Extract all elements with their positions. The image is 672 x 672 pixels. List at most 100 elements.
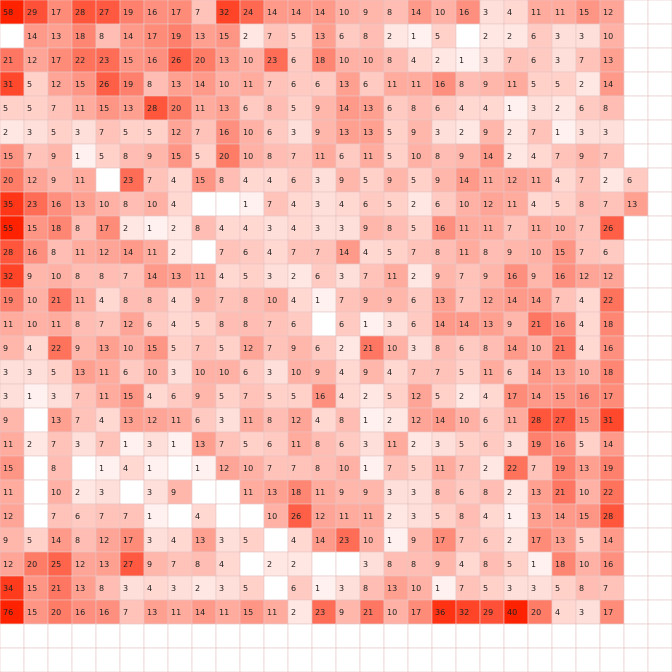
heatmap-cell xyxy=(335,431,361,457)
cell-value-label: 7 xyxy=(171,560,176,569)
cell-value-label: 7 xyxy=(555,296,560,305)
cell-value-label: 2 xyxy=(339,344,344,353)
cell-value-label: 3 xyxy=(147,440,152,449)
heatmap-cell xyxy=(167,191,193,217)
cell-value-label: 9 xyxy=(531,272,536,281)
heatmap-cell xyxy=(47,623,73,649)
cell-value-label: 6 xyxy=(339,440,344,449)
cell-value-label: 7 xyxy=(123,272,128,281)
cell-value-label: 8 xyxy=(219,320,224,329)
heatmap-cell xyxy=(191,431,217,457)
cell-value-label: 6 xyxy=(267,440,272,449)
heatmap-cell xyxy=(143,335,169,361)
heatmap-cell xyxy=(647,335,672,361)
cell-value-label: 15 xyxy=(123,56,133,65)
cell-value-label: 6 xyxy=(363,80,368,89)
heatmap-cell xyxy=(47,455,73,481)
heatmap-cell xyxy=(167,263,193,289)
cell-value-label: 7 xyxy=(195,344,200,353)
cell-value-label: 6 xyxy=(411,320,416,329)
heatmap-cell xyxy=(503,167,529,193)
heatmap-cell xyxy=(311,383,337,409)
cell-value-label: 1 xyxy=(171,440,176,449)
heatmap-cell xyxy=(383,455,409,481)
cell-value-label: 13 xyxy=(75,200,85,209)
cell-value-label: 5 xyxy=(219,392,224,401)
heatmap-cell xyxy=(503,287,529,313)
cell-value-label: 8 xyxy=(75,536,80,545)
heatmap-cell xyxy=(431,287,457,313)
heatmap-cell xyxy=(359,527,385,553)
cell-value-label: 3 xyxy=(315,224,320,233)
heatmap-cell xyxy=(527,23,553,49)
heatmap-cell xyxy=(407,431,433,457)
cell-value-label: 17 xyxy=(411,608,421,617)
heatmap-cell xyxy=(599,551,625,577)
cell-value-label: 10 xyxy=(339,464,349,473)
heatmap-cell xyxy=(623,95,649,121)
heatmap-cell xyxy=(95,215,121,241)
heatmap-cell xyxy=(527,95,553,121)
cell-value-label: 2 xyxy=(459,128,464,137)
cell-value-label: 14 xyxy=(195,608,205,617)
cell-value-label: 13 xyxy=(51,416,61,425)
cell-value-label: 3 xyxy=(291,128,296,137)
cell-value-label: 1 xyxy=(363,320,368,329)
heatmap-cell xyxy=(551,71,577,97)
heatmap-cell xyxy=(383,599,409,625)
cell-value-label: 8 xyxy=(483,488,488,497)
heatmap-cell xyxy=(71,455,97,481)
cell-value-label: 4 xyxy=(195,512,200,521)
cell-value-label: 6 xyxy=(531,32,536,41)
heatmap-cell xyxy=(143,551,169,577)
cell-value-label: 5 xyxy=(267,392,272,401)
cell-value-label: 6 xyxy=(243,248,248,257)
cell-value-label: 14 xyxy=(483,152,493,161)
cell-value-label: 7 xyxy=(291,152,296,161)
heatmap-cell xyxy=(575,0,601,25)
heatmap-cell xyxy=(71,623,97,649)
heatmap-cell xyxy=(575,359,601,385)
cell-value-label: 9 xyxy=(483,272,488,281)
cell-value-label: 7 xyxy=(603,152,608,161)
cell-value-label: 11 xyxy=(315,488,325,497)
cell-value-label: 14 xyxy=(459,176,469,185)
cell-value-label: 10 xyxy=(459,416,469,425)
heatmap-cell xyxy=(239,527,265,553)
heatmap-cell xyxy=(335,143,361,169)
cell-value-label: 17 xyxy=(51,56,61,65)
heatmap-cell xyxy=(527,431,553,457)
heatmap-cell xyxy=(647,527,672,553)
heatmap-cell xyxy=(335,551,361,577)
heatmap-cell xyxy=(383,263,409,289)
heatmap-cell xyxy=(215,167,241,193)
cell-value-label: 3 xyxy=(147,536,152,545)
heatmap-cell xyxy=(479,503,505,529)
cell-value-label: 3 xyxy=(3,368,8,377)
cell-value-label: 6 xyxy=(435,104,440,113)
cell-value-label: 32 xyxy=(3,272,13,281)
heatmap-cell xyxy=(431,479,457,505)
cell-value-label: 5 xyxy=(483,584,488,593)
heatmap-cell xyxy=(23,143,49,169)
cell-value-label: 16 xyxy=(579,392,589,401)
cell-value-label: 9 xyxy=(75,344,80,353)
heatmap-cell xyxy=(191,623,217,649)
cell-value-label: 5 xyxy=(243,584,248,593)
heatmap-cell xyxy=(287,479,313,505)
heatmap-cell xyxy=(359,647,385,672)
cell-value-label: 6 xyxy=(315,344,320,353)
cell-value-label: 16 xyxy=(315,392,325,401)
heatmap-cell xyxy=(431,191,457,217)
cell-value-label: 16 xyxy=(99,608,109,617)
heatmap-cell xyxy=(335,647,361,672)
heatmap-cell xyxy=(503,575,529,601)
cell-value-label: 5 xyxy=(291,392,296,401)
cell-value-label: 9 xyxy=(171,488,176,497)
heatmap-cell xyxy=(647,23,672,49)
cell-value-label: 8 xyxy=(459,512,464,521)
heatmap-cell xyxy=(527,191,553,217)
cell-value-label: 2 xyxy=(507,152,512,161)
heatmap-cell xyxy=(575,407,601,433)
cell-value-label: 4 xyxy=(219,272,224,281)
